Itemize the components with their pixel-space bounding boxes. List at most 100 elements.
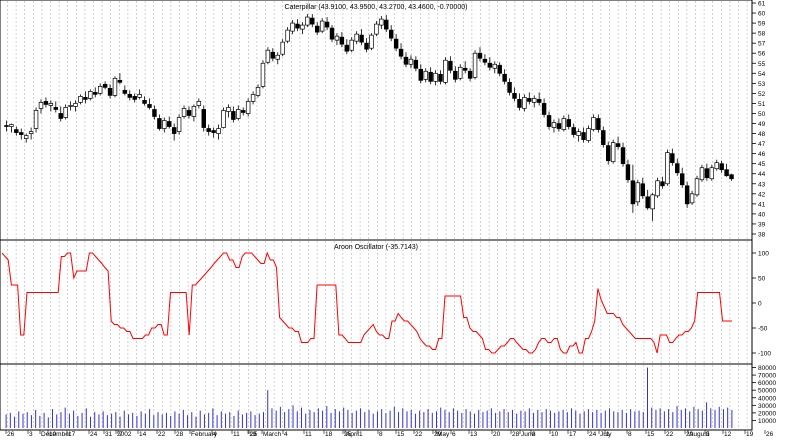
candle-body	[260, 62, 266, 87]
y-tick-label: 58	[758, 31, 766, 38]
candle-body	[704, 168, 710, 179]
candle-body	[502, 73, 507, 82]
candle-body	[729, 174, 734, 180]
x-tick-label: 22	[158, 431, 166, 438]
candle-body	[295, 23, 300, 29]
candle-body	[112, 77, 118, 96]
y-tick-label: 10000	[758, 418, 776, 425]
candle-body	[467, 70, 473, 79]
candle-body	[472, 52, 478, 78]
y-tick-label: 30000	[758, 403, 776, 410]
candle-body	[532, 98, 537, 103]
candle-body	[14, 129, 19, 133]
candle-body	[171, 127, 177, 134]
y-tick-label: -50	[758, 326, 768, 333]
candle-body	[423, 70, 428, 80]
x-tick-label: 17	[68, 431, 76, 438]
x-tick-label: June	[521, 431, 535, 438]
candle-body	[221, 110, 226, 128]
aroon-chart-title: Aroon Oscillator (-35.7143)	[334, 244, 418, 251]
y-tick-label: 59	[758, 21, 766, 28]
candle-body	[137, 94, 142, 98]
candle-body	[625, 164, 631, 181]
y-tick-label: 55	[758, 61, 766, 68]
candle-body	[487, 62, 493, 68]
price-chart-title: Caterpillar (43.9100, 43.9500, 43.2700, …	[285, 4, 468, 11]
candle-body	[369, 34, 374, 49]
candle-body	[492, 63, 498, 69]
candle-body	[408, 58, 414, 65]
candle-body	[679, 173, 685, 186]
candle-body	[255, 87, 261, 96]
candle-body	[28, 131, 34, 134]
candle-body	[334, 35, 340, 41]
candle-body	[186, 110, 192, 116]
candle-body	[19, 132, 24, 135]
y-tick-label: 49	[758, 121, 766, 128]
x-tick-label: 28	[176, 431, 184, 438]
candle-body	[507, 81, 512, 93]
y-tick-label: 80000	[758, 365, 776, 372]
y-tick-label: 57	[758, 41, 766, 48]
candle-body	[73, 103, 78, 107]
candle-body	[68, 105, 73, 107]
x-tick-label: 3	[29, 431, 33, 438]
candle-body	[379, 18, 384, 26]
candle-body	[107, 88, 113, 96]
candle-body	[660, 181, 665, 187]
candle-body	[33, 110, 39, 129]
x-tick-label: July	[600, 431, 612, 438]
candle-body	[398, 48, 404, 57]
candle-body	[147, 104, 152, 108]
candle-body	[714, 162, 719, 170]
candle-body	[403, 56, 409, 65]
candle-body	[699, 167, 705, 181]
candle-body	[152, 109, 157, 117]
candle-body	[300, 24, 305, 30]
candle-body	[388, 29, 394, 39]
candle-body	[250, 94, 256, 102]
candle-body	[546, 115, 552, 127]
x-tick-label: 15	[397, 431, 405, 438]
x-tick-label: 14	[139, 431, 147, 438]
candle-body	[48, 103, 54, 106]
candle-body	[324, 21, 330, 28]
x-tick-label: 18	[325, 431, 333, 438]
candle-body	[265, 49, 271, 63]
x-tick-label: 19	[249, 431, 257, 438]
aroon-y-axis: 100 50 0 -50 -100	[752, 251, 771, 358]
candle-body	[724, 169, 729, 177]
candle-body	[413, 59, 419, 69]
candle-body	[117, 79, 123, 83]
candle-body	[522, 97, 527, 109]
candle-body	[462, 67, 468, 71]
candle-body	[591, 117, 596, 130]
candle-body	[275, 54, 280, 60]
candle-body	[63, 107, 68, 118]
candle-body	[586, 128, 591, 141]
y-tick-label: 70000	[758, 373, 776, 380]
y-tick-label: 41	[758, 201, 766, 208]
candle-body	[635, 182, 641, 203]
candle-body	[245, 101, 251, 114]
y-tick-label: 50	[758, 276, 766, 283]
candle-body	[176, 117, 182, 132]
candle-body	[339, 36, 345, 45]
y-tick-label: 0	[758, 301, 762, 308]
candle-body	[670, 153, 675, 164]
x-tick-label: 10	[551, 431, 559, 438]
x-tick-label: 4	[213, 431, 217, 438]
candle-body	[709, 167, 715, 180]
candle-body	[162, 120, 167, 129]
candle-body	[305, 16, 310, 26]
x-tick-label: 8	[379, 431, 383, 438]
x-tick-label: 5	[706, 431, 710, 438]
x-tick-label: 1	[606, 431, 610, 438]
candle-body	[240, 110, 246, 113]
x-tick-label: 22	[666, 431, 674, 438]
candle-body	[477, 52, 483, 59]
candle-body	[157, 118, 162, 129]
